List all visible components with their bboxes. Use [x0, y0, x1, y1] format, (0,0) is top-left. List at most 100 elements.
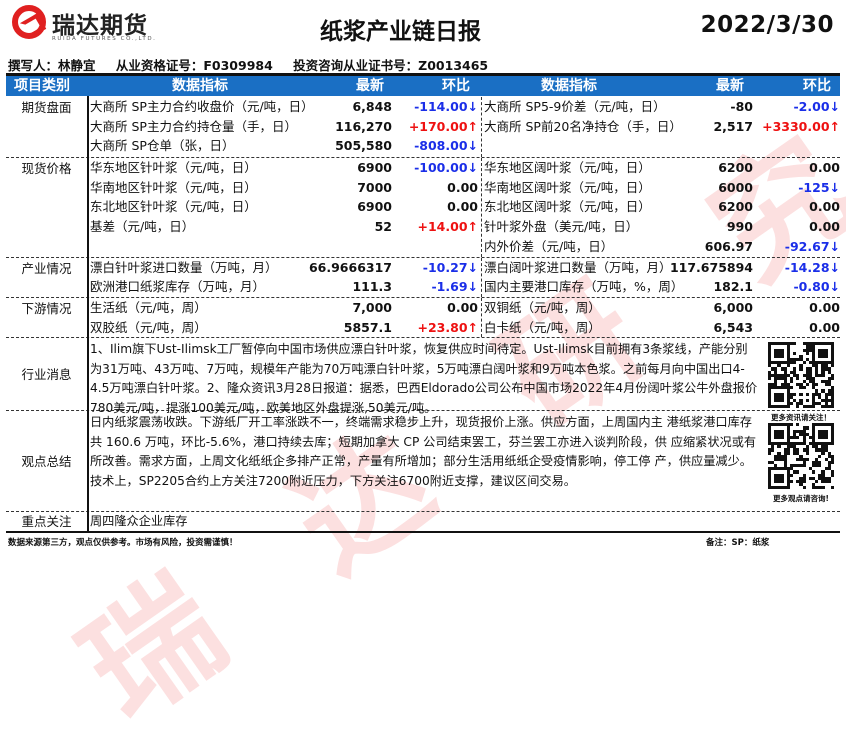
company-logo: 瑞达期货 RUIDA FUTURES CO.,LTD. — [12, 5, 162, 43]
divider — [87, 511, 89, 534]
indicator-name: 华东地区阔叶浆（元/吨，日） — [484, 160, 651, 175]
latest-value: 6,543 — [713, 319, 753, 335]
category-label: 产业情况 — [21, 260, 72, 276]
category-label: 期货盘面 — [21, 100, 72, 115]
change-value: +3330.00↑ — [762, 118, 840, 134]
indicator-name: 白卡纸（元/吨，周） — [484, 319, 601, 335]
change-value: -100.00↓ — [414, 160, 478, 175]
news-section: 行业消息 1、Ilim旗下Ust-Ilimsk工厂暂停向中国市场供应漂白针叶浆，恢… — [6, 337, 840, 422]
indicator-name: 针叶浆外盘（美元/吨，日） — [484, 219, 639, 235]
header-indicator: 数据指标 — [172, 78, 228, 94]
latest-value: 116,270 — [335, 118, 392, 134]
writer: 撰写人：林静宜 — [8, 58, 96, 73]
header-category: 项目类别 — [14, 78, 70, 94]
header-indicator-2: 数据指标 — [541, 78, 597, 94]
indicator-name: 华南地区针叶浆（元/吨，日） — [90, 179, 257, 195]
change-value: 0.00 — [809, 299, 840, 315]
table-row: 基差（元/吨，日） 52 +14.00↑ 针叶浆外盘（美元/吨，日） 990 0.00 — [6, 217, 840, 237]
report-title: 纸浆产业链日报 — [320, 19, 481, 45]
indicator-name: 双铜纸（元/吨，周） — [484, 299, 601, 315]
focus-text: 周四隆众企业库存 — [90, 514, 188, 529]
table-row: 生活纸（元/吨，周） 7,000 0.00 双铜纸（元/吨，周） 6,000 0.00 — [6, 298, 840, 318]
indicator-name: 大商所 SP主力合约收盘价（元/吨，日） — [90, 99, 314, 114]
table-header: 项目类别 数据指标 最新 环比 数据指标 最新 环比 — [6, 76, 840, 96]
change-value: 0.00 — [809, 199, 840, 215]
latest-value: 6,848 — [352, 99, 392, 114]
latest-value: 52 — [374, 219, 392, 235]
consult-number: 投资咨询从业证书号：Z0013465 — [293, 58, 489, 73]
indicator-name: 内外价差（元/吨，日） — [484, 238, 614, 254]
change-value: -92.67↓ — [784, 238, 840, 254]
latest-value: 505,580 — [335, 138, 392, 154]
indicator-name: 基差（元/吨，日） — [90, 219, 195, 235]
latest-value: 2,517 — [713, 118, 753, 134]
table-row: 大商所 SP主力合约持仓量（手，日） 116,270 +170.00↑ 大商所 SP前… — [6, 117, 840, 137]
change-value: -114.00↓ — [414, 99, 478, 114]
latest-value: 6000 — [718, 179, 753, 195]
indicator-name: 漂白阔叶浆进口数量（万吨，月） — [484, 259, 672, 275]
divider — [87, 410, 89, 513]
indicator-name: 生活纸（元/吨，周） — [90, 299, 207, 315]
indicator-name: 大商所 SP主力合约持仓量（手，日） — [90, 118, 297, 134]
qualification-number: 从业资格证号：F0309984 — [115, 58, 273, 73]
latest-value: 111.3 — [352, 279, 392, 295]
divider — [87, 337, 89, 412]
table-row: 双胶纸（元/吨，周） 5857.1 +23.80↑ 白卡纸（元/吨，周） 6,543 0.… — [6, 318, 840, 338]
qr-code — [768, 342, 834, 409]
news-text: 1、Ilim旗下Ust-Ilimsk工厂暂停向中国市场供应漂白针叶浆，恢复供应时… — [90, 342, 758, 415]
indicator-name: 双胶纸（元/吨，周） — [90, 319, 207, 335]
logo-english: RUIDA FUTURES CO.,LTD. — [52, 36, 157, 42]
header-latest-2: 最新 — [716, 78, 744, 94]
section-1: 期货盘面 大商所 SP主力合约收盘价（元/吨，日） 6,848 -114.00↓ 大商所… — [6, 96, 840, 158]
indicator-name: 华南地区阔叶浆（元/吨，日） — [484, 179, 651, 195]
report-date: 2022/3/30 — [700, 12, 834, 38]
table-row: 东北地区针叶浆（元/吨，日） 6900 0.00 东北地区阔叶浆（元/吨，日） 6200… — [6, 197, 840, 217]
change-value: -14.28↓ — [784, 259, 840, 275]
indicator-name: 国内主要港口库存（万吨，%，周） — [484, 279, 684, 295]
logo-icon — [12, 5, 46, 39]
divider — [481, 158, 482, 257]
table-row: 华东地区针叶浆（元/吨，日） 6900 -100.00↓ 华东地区阔叶浆（元/吨，日）… — [6, 158, 840, 178]
change-value: 0.00 — [447, 299, 478, 315]
table-row: 大商所 SP主力合约收盘价（元/吨，日） 6,848 -114.00↓ 大商所 SP5… — [6, 97, 840, 117]
indicator-name: 东北地区阔叶浆（元/吨，日） — [484, 199, 651, 215]
change-value: -1.69↓ — [431, 279, 478, 295]
header-change: 环比 — [442, 78, 470, 94]
category-label: 下游情况 — [21, 300, 72, 316]
qr-caption: 更多资讯请关注！ — [771, 413, 831, 423]
latest-value: 6200 — [718, 160, 753, 175]
table-row: 内外价差（元/吨，日） 606.97 -92.67↓ — [6, 237, 840, 257]
divider — [481, 297, 482, 338]
latest-value: 182.1 — [713, 279, 753, 295]
change-value: -808.00↓ — [414, 138, 478, 154]
category-label: 现货价格 — [21, 161, 72, 176]
indicator-name: 东北地区针叶浆（元/吨，日） — [90, 199, 257, 215]
indicator-name: 大商所 SP5-9价差（元/吨，日） — [484, 99, 666, 114]
logo-name: 瑞达期货 — [52, 13, 148, 39]
divider — [87, 157, 89, 258]
latest-value: 66.9666317 — [308, 259, 392, 275]
change-value: -2.00↓ — [793, 99, 840, 114]
indicator-name: 大商所 SP前20名净持仓（手，日） — [484, 118, 682, 134]
indicator-name: 欧洲港口纸浆库存（万吨，月） — [90, 279, 266, 295]
data-table: 期货盘面 大商所 SP主力合约收盘价（元/吨，日） 6,848 -114.00↓ 大商所… — [6, 96, 840, 534]
divider — [6, 73, 840, 76]
divider — [6, 531, 840, 533]
change-value: +23.80↑ — [417, 319, 479, 335]
change-value: 0.00 — [447, 199, 478, 215]
divider — [87, 296, 89, 339]
category-label: 重点关注 — [21, 514, 72, 530]
latest-value: 6900 — [357, 160, 392, 175]
table-row: 大商所 SP仓单（张，日） 505,580 -808.00↓ — [6, 136, 840, 156]
latest-value: 5857.1 — [343, 319, 392, 335]
latest-value: -80 — [730, 99, 753, 114]
latest-value: 117.675894 — [669, 259, 753, 275]
divider — [87, 96, 89, 158]
change-value: -125↓ — [798, 179, 840, 195]
view-section: 观点总结 日内纸浆震荡收跌。下游纸厂开工率涨跌不一，终端需求稳步上升，现货报价上涨… — [6, 410, 840, 513]
change-value: 0.00 — [809, 319, 840, 335]
section-4: 下游情况 生活纸（元/吨，周） 7,000 0.00 双铜纸（元/吨，周） 6,000 0.… — [6, 296, 840, 339]
change-value: -10.27↓ — [422, 259, 478, 275]
change-value: +170.00↑ — [408, 118, 478, 134]
section-2: 现货价格 华东地区针叶浆（元/吨，日） 6900 -100.00↓ 华东地区阔叶浆（元/… — [6, 157, 840, 258]
